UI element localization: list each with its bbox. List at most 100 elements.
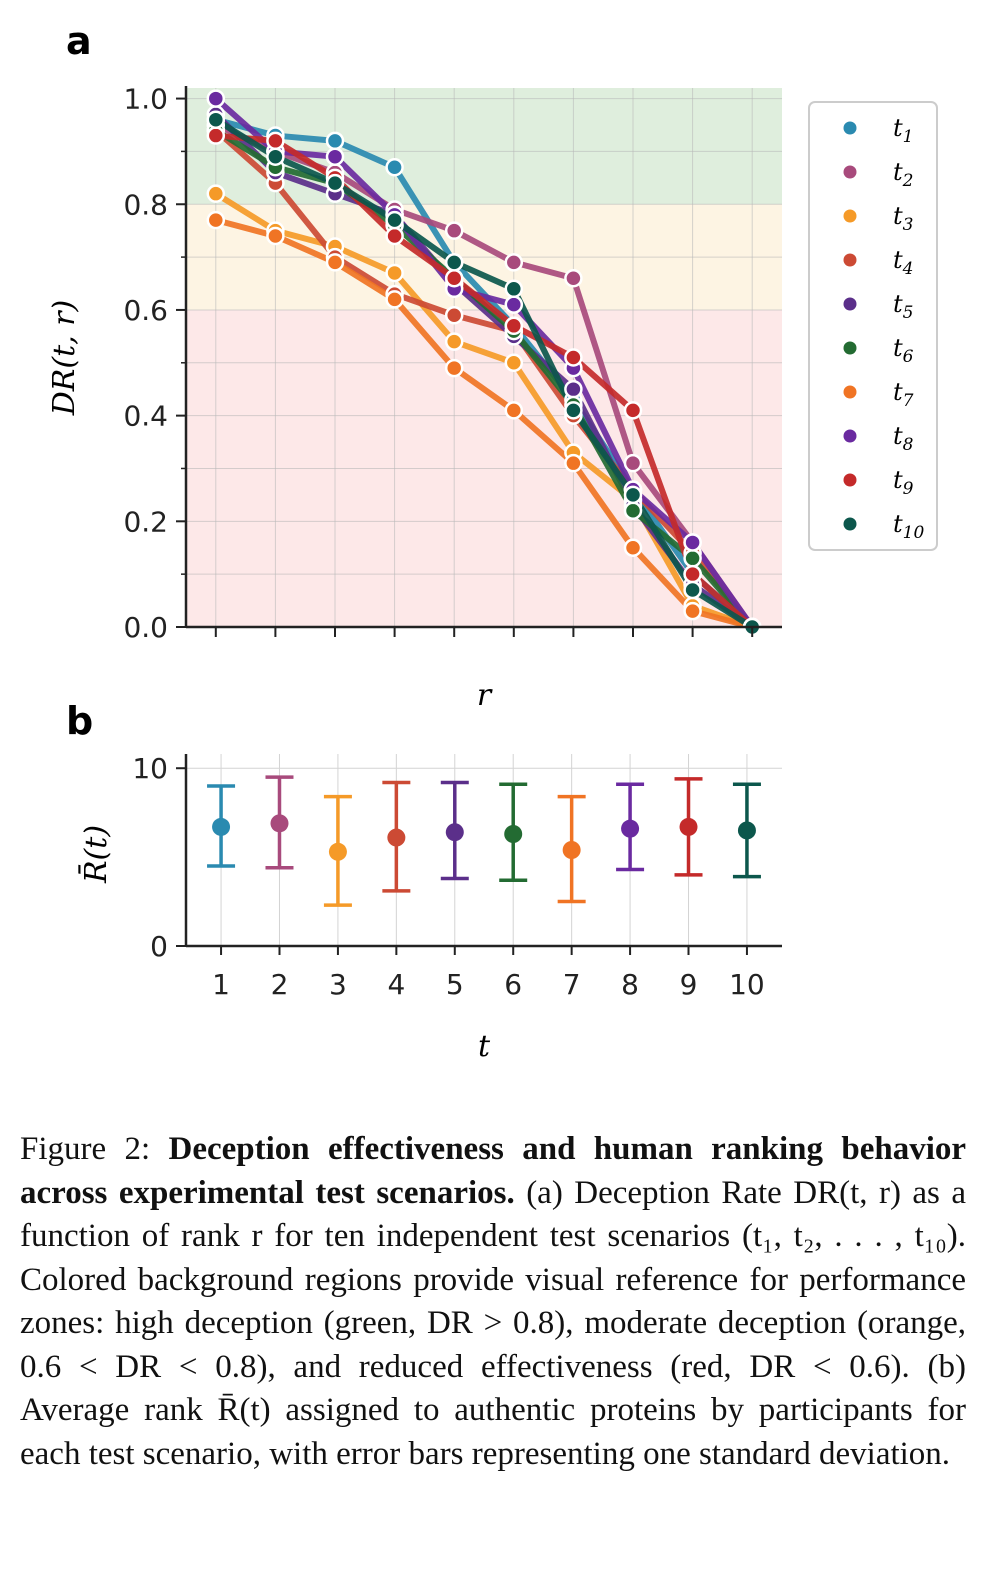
y-axis-label: DR(t, r) xyxy=(47,300,82,417)
y-axis-label: R̄(t) xyxy=(78,825,114,884)
point-t10-r4 xyxy=(385,210,404,230)
mean-point-t10 xyxy=(737,821,756,840)
point-t8-r3 xyxy=(325,147,345,166)
panel-b-letter: b xyxy=(66,699,93,743)
point-t6-r8 xyxy=(623,501,643,520)
mean-point-t6 xyxy=(504,825,523,843)
point-t2-r7 xyxy=(564,268,583,288)
y-tick-label: 1.0 xyxy=(123,83,168,116)
point-t10-r8 xyxy=(623,485,643,505)
legend-label-t7: t7 xyxy=(893,378,914,411)
x-tick-label: 1 xyxy=(212,968,230,1001)
legend-marker-t4 xyxy=(843,253,857,267)
series-line-t9 xyxy=(212,132,756,630)
panel-a-line-chart: 0.0 0.2 0.4 0.6 0.8 1.0 r DR(t, r) xyxy=(47,83,782,713)
mean-point-t3 xyxy=(328,842,347,861)
series-line-t3 xyxy=(212,190,756,630)
point-t9-r5 xyxy=(444,268,464,288)
point-t7-r1 xyxy=(206,210,226,230)
legend-marker-t5 xyxy=(843,297,857,311)
point-t2-r8 xyxy=(623,453,643,473)
point-t7-r5 xyxy=(444,358,464,378)
point-t10-r7 xyxy=(564,401,583,420)
y-tick-label: 0 xyxy=(150,930,168,963)
point-t9-r6 xyxy=(504,316,524,336)
legend-marker-t7 xyxy=(843,385,857,399)
mean-point-t1 xyxy=(212,817,231,836)
y-tick-label: 10 xyxy=(132,752,168,785)
legend-label-t10: t10 xyxy=(893,510,924,543)
point-t9-r9 xyxy=(683,564,702,584)
point-t7-r8 xyxy=(623,538,643,557)
legend-label-t2: t2 xyxy=(893,158,913,191)
point-t7-r3 xyxy=(325,253,345,272)
point-t7-r4 xyxy=(385,290,404,309)
legend-marker-t8 xyxy=(843,429,857,443)
point-t6-r9 xyxy=(683,549,702,568)
mean-point-t4 xyxy=(387,828,406,847)
x-axis-label: r xyxy=(477,678,493,713)
point-t10-r1 xyxy=(206,110,226,129)
point-t2-r5 xyxy=(444,221,464,240)
mean-point-t7 xyxy=(562,841,581,859)
legend-label-t3: t3 xyxy=(893,202,913,235)
mean-point-t8 xyxy=(621,819,640,838)
caption-body: (a) Deception Rate DR(t, r) as a functio… xyxy=(20,1174,967,1472)
legend-label-t1: t1 xyxy=(893,114,913,147)
point-t3-r1 xyxy=(206,184,226,203)
legend-label-t8: t8 xyxy=(893,422,914,455)
x-tick-label: 4 xyxy=(387,968,405,1001)
series-line-t10 xyxy=(212,116,756,630)
y-tick-label: 0.4 xyxy=(123,400,168,433)
legend-marker-t2 xyxy=(843,165,857,179)
x-tick-label: 2 xyxy=(271,968,289,1001)
legend-frame xyxy=(808,101,938,551)
point-t3-r6 xyxy=(504,353,524,373)
point-t4-r5 xyxy=(444,305,464,325)
point-t8-r9 xyxy=(683,533,702,552)
point-t9-r1 xyxy=(206,126,226,145)
panel-a-legend: t1 t2 t3 t4 t5 t6 t7 t8 t9 t10 xyxy=(808,101,938,551)
x-axis-label: t xyxy=(478,1029,491,1064)
panel-b-errorbar-chart: 0 10 1 2 3 4 5 6 7 8 9 10 t R̄(t) xyxy=(78,752,782,1064)
point-t9-r8 xyxy=(623,401,643,420)
x-tick-label: 9 xyxy=(680,968,698,1001)
x-tick-label: 7 xyxy=(563,968,581,1001)
point-t10-r3 xyxy=(325,173,345,193)
series-line-t4 xyxy=(212,127,756,630)
point-t7-r9 xyxy=(683,601,702,621)
point-t10-r5 xyxy=(444,253,464,272)
point-t3-r4 xyxy=(385,263,404,283)
point-t9-r4 xyxy=(385,226,404,246)
point-t7-r6 xyxy=(504,401,524,420)
x-tick-label: 3 xyxy=(329,968,347,1001)
mean-point-t5 xyxy=(445,823,464,842)
point-t1-r4 xyxy=(385,158,404,177)
point-t5-r7 xyxy=(564,379,583,399)
series-line-t8 xyxy=(212,95,756,630)
point-t10-r9 xyxy=(683,580,702,600)
point-t7-r7 xyxy=(564,453,583,473)
point-t7-r2 xyxy=(266,226,285,246)
mean-point-t2 xyxy=(270,814,289,833)
series-line-t7 xyxy=(212,217,756,630)
point-t3-r5 xyxy=(444,332,464,351)
y-tick-label: 0.8 xyxy=(123,188,168,221)
point-t1-r3 xyxy=(325,131,345,151)
legend-marker-t10 xyxy=(843,517,857,531)
legend-label-t4: t4 xyxy=(893,246,913,279)
figure-caption: Figure 2: Deception effectiveness and hu… xyxy=(20,1128,966,1476)
legend-marker-t1 xyxy=(843,121,857,135)
point-t10-r6 xyxy=(504,279,524,299)
point-t9-r2 xyxy=(266,131,285,151)
point-t2-r6 xyxy=(504,253,524,272)
legend-marker-t3 xyxy=(843,209,857,223)
caption-label: Figure 2: xyxy=(20,1131,169,1167)
point-t8-r6 xyxy=(504,295,524,314)
legend-marker-t6 xyxy=(843,341,857,355)
legend-label-t6: t6 xyxy=(893,334,914,367)
x-tick-label: 5 xyxy=(446,968,464,1001)
point-t10-r2 xyxy=(266,147,285,166)
panel-a-letter: a xyxy=(66,19,92,63)
